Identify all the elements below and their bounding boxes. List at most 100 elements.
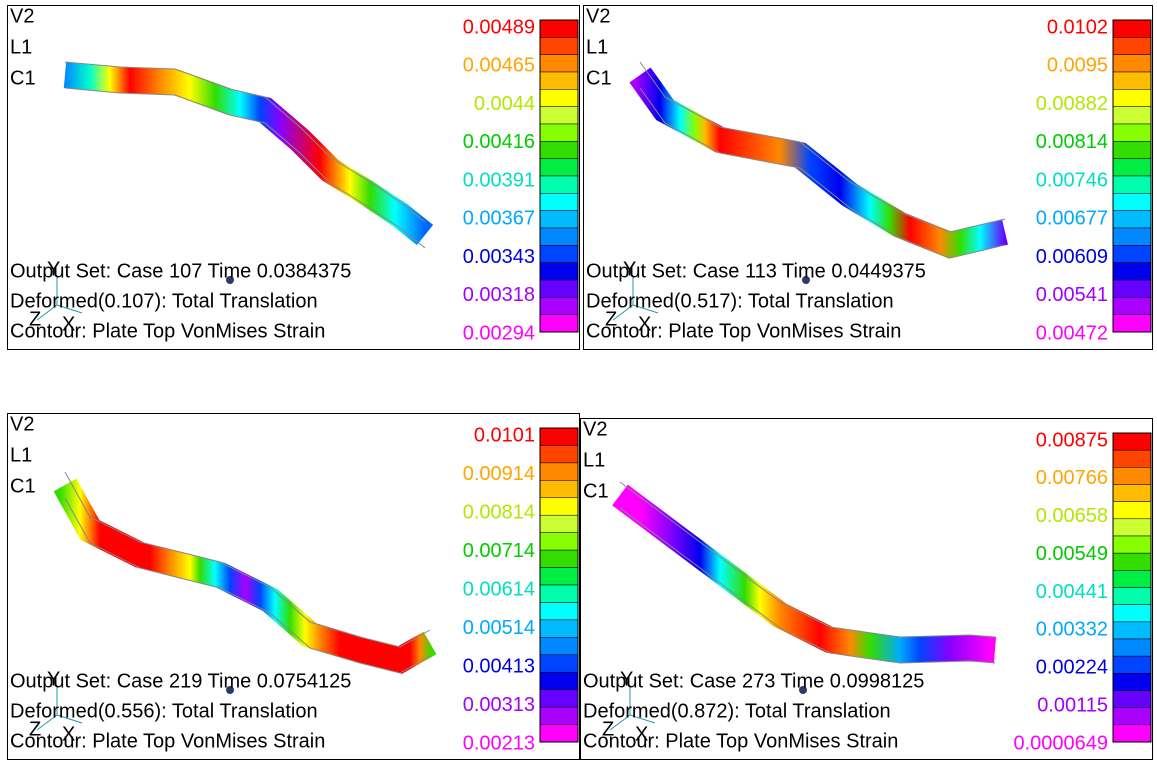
legend-band — [540, 655, 578, 672]
legend-band — [540, 672, 578, 689]
legend-band — [540, 141, 578, 158]
legend-band — [1113, 502, 1151, 519]
legend-band — [1113, 553, 1151, 570]
legend-band — [1113, 467, 1151, 484]
legend-band — [1113, 20, 1151, 37]
legend-band — [1113, 570, 1151, 587]
legend-value: 0.00413 — [463, 655, 535, 677]
legend-band — [540, 37, 578, 54]
legend-band — [1113, 159, 1151, 176]
legend-value: 0.0102 — [1047, 16, 1108, 38]
legend-band — [540, 124, 578, 141]
legend-band — [540, 498, 578, 515]
legend-band — [1113, 263, 1151, 280]
legend-band — [1113, 141, 1151, 158]
view-label: L1 — [583, 449, 605, 471]
results-view: V2L1C1YZXOutput Set: Case 107 Time 0.038… — [0, 0, 1157, 760]
legend-value: 0.00677 — [1036, 208, 1108, 230]
legend-band — [540, 480, 578, 497]
legend-value: 0.0101 — [474, 424, 535, 446]
output-info: Contour: Plate Top VonMises Strain — [583, 730, 898, 752]
legend-value: 0.00472 — [1036, 322, 1108, 344]
legend-band — [540, 533, 578, 550]
view-label: C1 — [586, 67, 612, 89]
view-label: L1 — [10, 36, 32, 58]
legend-band — [540, 72, 578, 89]
legend-band — [1113, 55, 1151, 72]
legend-band — [540, 159, 578, 176]
legend-value: 0.00746 — [1036, 169, 1108, 191]
legend-value: 0.00391 — [463, 169, 535, 191]
legend-band — [540, 263, 578, 280]
legend-band — [1113, 228, 1151, 245]
legend-value: 0.0000649 — [1013, 732, 1108, 754]
output-info: Deformed(0.517): Total Translation — [586, 290, 894, 312]
legend-band — [540, 315, 578, 332]
legend-value: 0.00514 — [463, 617, 535, 639]
legend-band — [1113, 193, 1151, 210]
panel: V2L1C1YZXOutput Set: Case 113 Time 0.044… — [584, 5, 1153, 349]
legend-band — [1113, 89, 1151, 106]
legend-value: 0.00658 — [1036, 505, 1108, 527]
legend-band — [1113, 107, 1151, 124]
legend-value: 0.00766 — [1036, 467, 1108, 489]
legend-value: 0.00318 — [463, 284, 535, 306]
legend-band — [540, 297, 578, 314]
view-label: L1 — [586, 36, 608, 58]
legend-band — [1113, 673, 1151, 690]
legend-band — [1113, 691, 1151, 708]
output-info: Output Set: Case 273 Time 0.0998125 — [583, 670, 924, 692]
legend-band — [540, 568, 578, 585]
legend-band — [540, 280, 578, 297]
output-info: Contour: Plate Top VonMises Strain — [10, 730, 325, 752]
legend-value: 0.00489 — [463, 16, 535, 38]
legend-band — [540, 725, 578, 742]
legend-band — [1113, 124, 1151, 141]
legend-band — [540, 55, 578, 72]
view-label: L1 — [10, 444, 32, 466]
legend-value: 0.00875 — [1036, 429, 1108, 451]
legend-band — [1113, 588, 1151, 605]
legend-band — [540, 602, 578, 619]
legend-band — [1113, 725, 1151, 742]
legend-band — [540, 515, 578, 532]
view-label: V2 — [10, 413, 34, 435]
panel: V2L1C1YZXOutput Set: Case 219 Time 0.075… — [8, 413, 580, 759]
legend-band — [540, 550, 578, 567]
legend-band — [540, 445, 578, 462]
output-info: Output Set: Case 107 Time 0.0384375 — [10, 260, 351, 282]
view-label: V2 — [10, 5, 34, 27]
legend-band — [1113, 519, 1151, 536]
legend-band — [540, 585, 578, 602]
legend-value: 0.00115 — [1037, 694, 1108, 716]
legend-value: 0.00814 — [463, 501, 535, 523]
legend-band — [1113, 450, 1151, 467]
legend-value: 0.00294 — [463, 322, 535, 344]
legend-band — [540, 89, 578, 106]
legend-band — [1113, 656, 1151, 673]
legend-band — [540, 245, 578, 262]
output-info: Output Set: Case 219 Time 0.0754125 — [10, 670, 351, 692]
legend-value: 0.00609 — [1036, 246, 1108, 268]
legend-value: 0.00313 — [463, 694, 535, 716]
legend-value: 0.00714 — [463, 540, 535, 562]
output-info: Output Set: Case 113 Time 0.0449375 — [586, 260, 926, 282]
legend-band — [1113, 37, 1151, 54]
view-label: C1 — [10, 67, 36, 89]
output-info: Deformed(0.872): Total Translation — [583, 700, 891, 722]
legend-value: 0.00541 — [1036, 284, 1108, 306]
view-label: V2 — [583, 418, 607, 440]
legend-value: 0.00367 — [463, 208, 535, 230]
legend-band — [540, 637, 578, 654]
legend-band — [540, 690, 578, 707]
legend-value: 0.00416 — [463, 131, 535, 153]
legend-band — [1113, 536, 1151, 553]
legend-band — [1113, 297, 1151, 314]
legend-value: 0.00614 — [463, 578, 535, 600]
legend-band — [540, 176, 578, 193]
legend-band — [1113, 433, 1151, 450]
output-info: Contour: Plate Top VonMises Strain — [586, 320, 901, 342]
legend-band — [1113, 245, 1151, 262]
